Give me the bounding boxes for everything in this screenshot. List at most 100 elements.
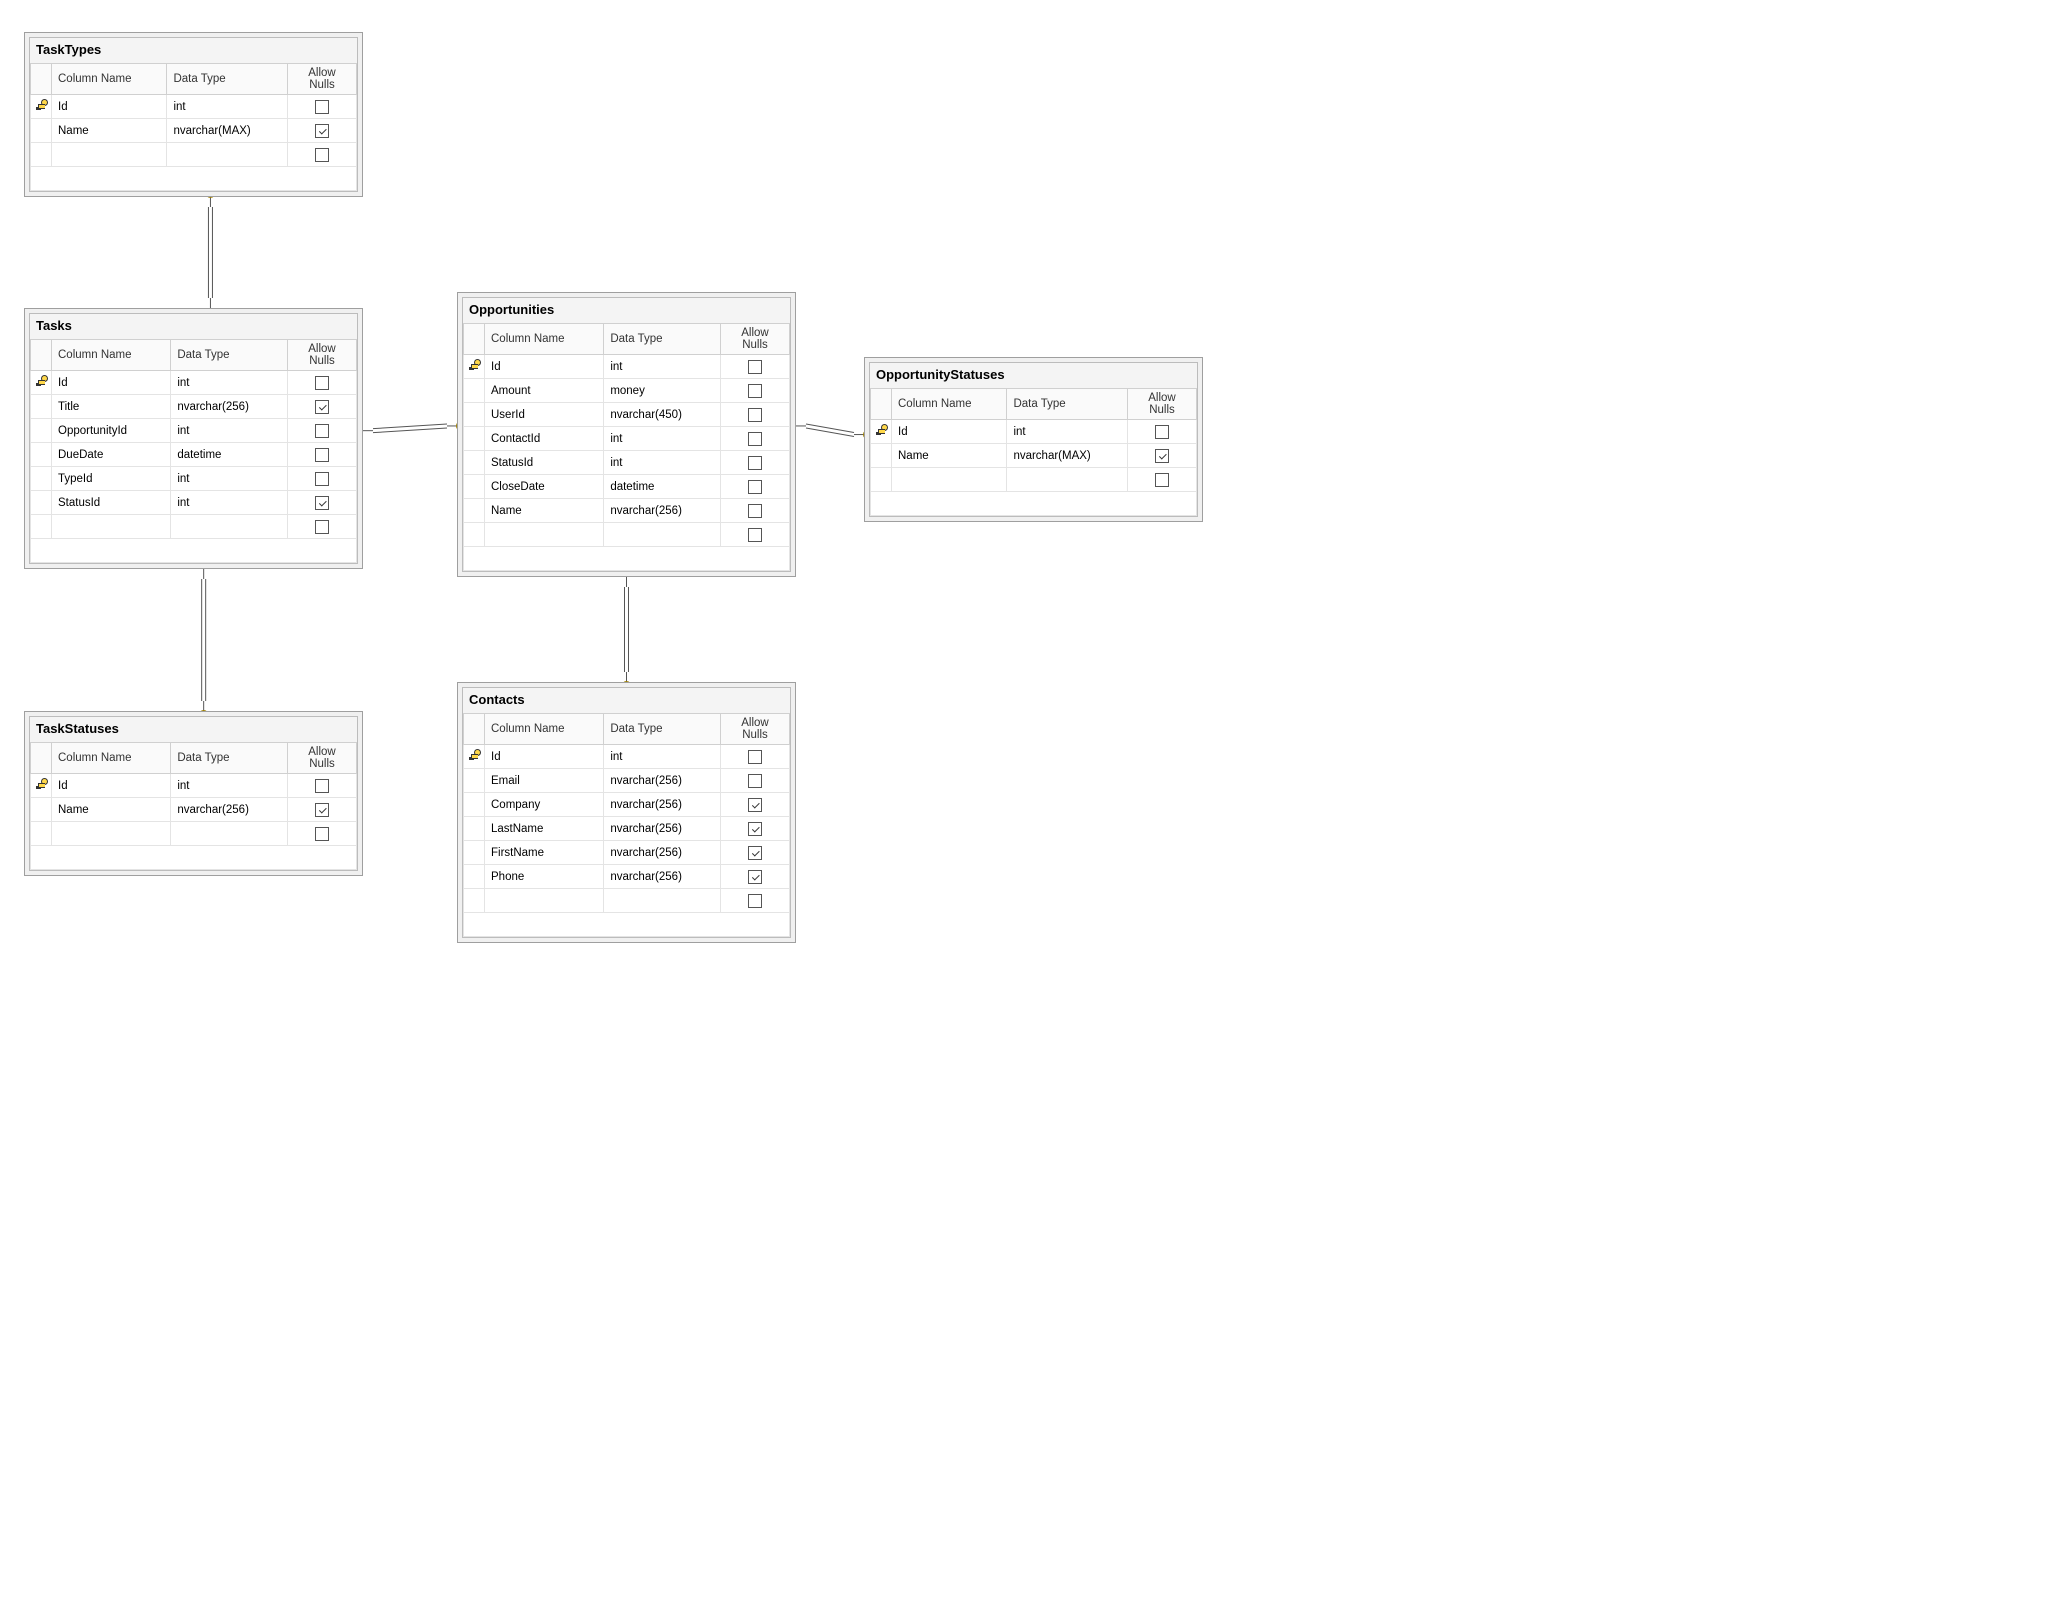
table-row[interactable]: Namenvarchar(256) [464, 499, 790, 523]
allow-nulls-checkbox[interactable] [1155, 449, 1169, 463]
allow-nulls-checkbox[interactable] [748, 774, 762, 788]
columns-table: Column NameData TypeAllow NullsIdintEmai… [463, 713, 790, 937]
allow-nulls-checkbox[interactable] [1155, 473, 1169, 487]
column-name-cell: Id [52, 371, 171, 395]
allow-nulls-checkbox[interactable] [748, 456, 762, 470]
allow-nulls-checkbox[interactable] [748, 432, 762, 446]
table-row[interactable]: CloseDatedatetime [464, 475, 790, 499]
pk-cell [464, 745, 485, 769]
allow-nulls-checkbox[interactable] [748, 408, 762, 422]
table-row[interactable]: OpportunityIdint [31, 419, 357, 443]
allow-nulls-checkbox[interactable] [748, 384, 762, 398]
table-row[interactable]: Emailnvarchar(256) [464, 769, 790, 793]
table-opportunitystatuses[interactable]: OpportunityStatusesColumn NameData TypeA… [864, 357, 1203, 522]
table-row[interactable]: Idint [464, 745, 790, 769]
table-row[interactable]: ContactIdint [464, 427, 790, 451]
allow-nulls-checkbox[interactable] [315, 124, 329, 138]
column-header: Allow Nulls [288, 64, 357, 95]
allow-nulls-checkbox[interactable] [315, 148, 329, 162]
allow-nulls-checkbox[interactable] [748, 504, 762, 518]
allow-nulls-checkbox[interactable] [315, 100, 329, 114]
allow-nulls-checkbox[interactable] [748, 528, 762, 542]
allow-nulls-checkbox[interactable] [1155, 425, 1169, 439]
table-row[interactable]: Idint [464, 355, 790, 379]
column-type-cell: int [171, 774, 288, 798]
table-row[interactable]: FirstNamenvarchar(256) [464, 841, 790, 865]
table-row[interactable]: Idint [31, 774, 357, 798]
allow-nulls-checkbox[interactable] [748, 846, 762, 860]
table-tasktypes[interactable]: TaskTypesColumn NameData TypeAllow Nulls… [24, 32, 363, 197]
table-row[interactable]: Namenvarchar(MAX) [31, 119, 357, 143]
column-header [464, 324, 485, 355]
table-opportunities[interactable]: OpportunitiesColumn NameData TypeAllow N… [457, 292, 796, 577]
column-type-cell: nvarchar(MAX) [167, 119, 288, 143]
pk-cell [464, 865, 485, 889]
column-header: Allow Nulls [1128, 389, 1197, 420]
empty-row[interactable] [31, 822, 357, 846]
column-type-cell: datetime [171, 443, 288, 467]
pk-cell [464, 451, 485, 475]
table-row[interactable]: UserIdnvarchar(450) [464, 403, 790, 427]
column-header: Data Type [604, 324, 721, 355]
table-row[interactable]: Namenvarchar(256) [31, 798, 357, 822]
allow-nulls-cell [721, 817, 790, 841]
column-type-cell: int [171, 371, 288, 395]
table-row[interactable]: Companynvarchar(256) [464, 793, 790, 817]
table-row[interactable]: Amountmoney [464, 379, 790, 403]
column-name-cell: Title [52, 395, 171, 419]
table-row[interactable]: LastNamenvarchar(256) [464, 817, 790, 841]
pk-cell [464, 355, 485, 379]
table-row[interactable]: StatusIdint [464, 451, 790, 475]
allow-nulls-cell [721, 841, 790, 865]
allow-nulls-checkbox[interactable] [315, 448, 329, 462]
column-type-cell: int [171, 419, 288, 443]
relationship [354, 421, 466, 436]
empty-row[interactable] [871, 468, 1197, 492]
allow-nulls-checkbox[interactable] [748, 750, 762, 764]
table-contacts[interactable]: ContactsColumn NameData TypeAllow NullsI… [457, 682, 796, 943]
allow-nulls-checkbox[interactable] [315, 803, 329, 817]
table-taskstatuses[interactable]: TaskStatusesColumn NameData TypeAllow Nu… [24, 711, 363, 876]
allow-nulls-checkbox[interactable] [748, 894, 762, 908]
empty-row[interactable] [31, 143, 357, 167]
column-name-cell: Id [485, 745, 604, 769]
primary-key-icon [35, 778, 48, 791]
column-header: Data Type [171, 340, 288, 371]
table-row[interactable]: Titlenvarchar(256) [31, 395, 357, 419]
allow-nulls-checkbox[interactable] [748, 360, 762, 374]
allow-nulls-checkbox[interactable] [315, 827, 329, 841]
table-row[interactable]: StatusIdint [31, 491, 357, 515]
pk-cell [31, 467, 52, 491]
allow-nulls-checkbox[interactable] [315, 496, 329, 510]
primary-key-icon [468, 359, 481, 372]
table-row[interactable]: Idint [31, 371, 357, 395]
table-row[interactable]: Idint [31, 95, 357, 119]
table-row[interactable]: DueDatedatetime [31, 443, 357, 467]
allow-nulls-checkbox[interactable] [315, 520, 329, 534]
allow-nulls-cell [288, 443, 357, 467]
allow-nulls-checkbox[interactable] [748, 870, 762, 884]
allow-nulls-checkbox[interactable] [315, 424, 329, 438]
allow-nulls-checkbox[interactable] [315, 376, 329, 390]
table-tasks[interactable]: TasksColumn NameData TypeAllow NullsIdin… [24, 308, 363, 569]
pk-cell [464, 475, 485, 499]
column-header: Column Name [52, 340, 171, 371]
allow-nulls-checkbox[interactable] [315, 472, 329, 486]
allow-nulls-checkbox[interactable] [748, 798, 762, 812]
empty-row[interactable] [31, 515, 357, 539]
column-name-cell: Id [52, 774, 171, 798]
column-header: Data Type [1007, 389, 1128, 420]
allow-nulls-checkbox[interactable] [748, 822, 762, 836]
table-row[interactable]: Phonenvarchar(256) [464, 865, 790, 889]
table-row[interactable]: Namenvarchar(MAX) [871, 444, 1197, 468]
empty-row[interactable] [464, 523, 790, 547]
allow-nulls-checkbox[interactable] [315, 779, 329, 793]
columns-table: Column NameData TypeAllow NullsIdintName… [30, 742, 357, 870]
empty-row[interactable] [464, 889, 790, 913]
table-row[interactable]: TypeIdint [31, 467, 357, 491]
allow-nulls-checkbox[interactable] [748, 480, 762, 494]
column-type-cell: nvarchar(256) [604, 841, 721, 865]
table-row[interactable]: Idint [871, 420, 1197, 444]
allow-nulls-checkbox[interactable] [315, 400, 329, 414]
allow-nulls-cell [721, 379, 790, 403]
